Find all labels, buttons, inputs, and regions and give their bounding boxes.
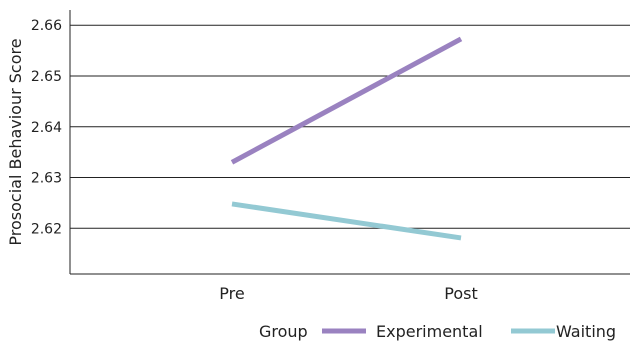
x-tick-label: Post — [444, 284, 477, 303]
y-tick-label: 2.66 — [31, 18, 62, 34]
legend: Group Experimental Waiting — [259, 322, 616, 341]
y-tick-label: 2.62 — [31, 221, 62, 237]
x-tick-label: Pre — [219, 284, 244, 303]
legend-title: Group — [259, 322, 308, 341]
series-lines — [230, 36, 463, 241]
y-tick-label: 2.64 — [31, 120, 62, 136]
y-tick-labels: 2.62 2.63 2.64 2.65 2.66 — [31, 18, 62, 237]
legend-label-experimental: Experimental — [376, 322, 483, 341]
y-axis-title: Prosocial Behaviour Score — [6, 38, 25, 245]
gridlines — [70, 24, 630, 229]
y-tick-label: 2.65 — [31, 69, 62, 85]
legend-label-waiting: Waiting — [556, 322, 616, 341]
series-line-experimental — [230, 36, 463, 165]
y-tick-label: 2.63 — [31, 171, 62, 187]
x-tick-labels: Pre Post — [219, 284, 477, 303]
series-line-waiting — [231, 201, 462, 241]
